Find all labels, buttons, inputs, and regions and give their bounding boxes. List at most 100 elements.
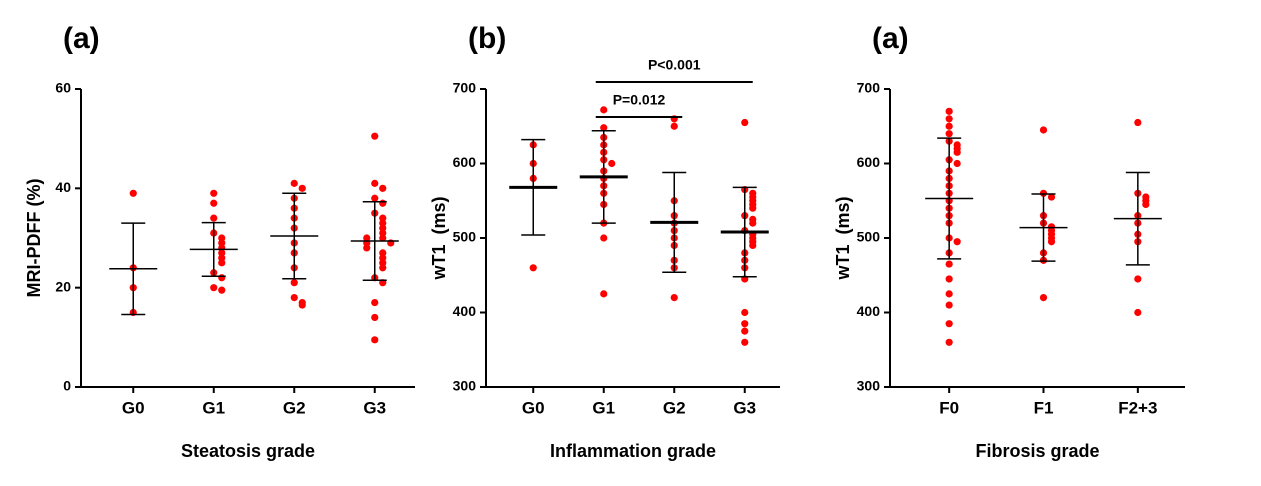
y-tick-label: 400 bbox=[857, 303, 881, 319]
y-tick-label: 60 bbox=[55, 80, 71, 96]
panel-label: (a) bbox=[872, 22, 909, 55]
data-point bbox=[379, 199, 387, 207]
x-tick-label: F1 bbox=[1034, 398, 1054, 417]
data-point bbox=[945, 338, 953, 346]
data-point bbox=[371, 132, 379, 140]
data-point bbox=[945, 301, 953, 309]
panel-label: (a) bbox=[63, 22, 100, 55]
data-point bbox=[363, 234, 371, 242]
x-tick-label: G3 bbox=[363, 398, 386, 417]
data-point bbox=[218, 234, 226, 242]
data-point bbox=[379, 214, 387, 222]
data-point bbox=[371, 179, 379, 187]
data-point bbox=[953, 238, 961, 246]
data-point bbox=[741, 327, 749, 335]
y-tick-label: 300 bbox=[857, 378, 881, 394]
data-point bbox=[945, 115, 953, 123]
data-point bbox=[218, 254, 226, 262]
y-axis-label: wT1 (ms) bbox=[833, 196, 853, 280]
data-point bbox=[1134, 118, 1142, 127]
data-point bbox=[1142, 200, 1150, 209]
data-point bbox=[379, 224, 387, 232]
data-point bbox=[379, 259, 387, 267]
data-point bbox=[1134, 308, 1142, 317]
data-point bbox=[379, 249, 387, 257]
data-point bbox=[379, 234, 387, 242]
y-tick-label: 500 bbox=[857, 229, 881, 245]
data-point bbox=[953, 159, 961, 168]
y-tick-label: 40 bbox=[55, 179, 71, 195]
data-point bbox=[741, 118, 749, 127]
x-tick-label: F0 bbox=[939, 398, 959, 417]
data-point bbox=[600, 290, 608, 298]
data-point bbox=[1039, 126, 1048, 134]
data-point bbox=[371, 313, 379, 322]
data-point bbox=[210, 199, 218, 207]
y-axis-label: wT1 (ms) bbox=[429, 196, 449, 280]
data-point bbox=[529, 264, 537, 272]
data-point bbox=[379, 229, 387, 237]
data-point bbox=[749, 204, 757, 212]
data-point bbox=[218, 259, 226, 267]
data-point bbox=[749, 241, 757, 250]
y-tick-label: 20 bbox=[55, 278, 71, 294]
data-point bbox=[218, 286, 226, 294]
data-point bbox=[670, 122, 678, 130]
y-tick-label: 400 bbox=[453, 303, 477, 319]
data-point bbox=[600, 234, 608, 242]
data-point bbox=[290, 179, 298, 187]
x-axis-label: Fibrosis grade bbox=[975, 441, 1099, 461]
data-point bbox=[945, 275, 953, 283]
x-axis-label: Inflammation grade bbox=[550, 441, 716, 461]
data-point bbox=[749, 219, 757, 227]
data-point bbox=[945, 122, 953, 130]
data-point bbox=[298, 301, 306, 309]
data-point bbox=[953, 148, 961, 156]
data-point bbox=[379, 184, 387, 192]
significance-label: P<0.001 bbox=[648, 57, 701, 73]
x-tick-label: G1 bbox=[202, 398, 225, 417]
y-tick-label: 300 bbox=[453, 378, 477, 394]
data-point bbox=[741, 308, 749, 317]
x-tick-label: G0 bbox=[522, 398, 545, 417]
data-point bbox=[945, 320, 953, 328]
data-point bbox=[218, 239, 226, 247]
y-tick-label: 700 bbox=[857, 80, 881, 96]
data-point bbox=[945, 130, 953, 138]
data-point bbox=[945, 290, 953, 298]
data-point bbox=[1134, 275, 1142, 283]
data-point bbox=[210, 214, 218, 222]
data-point bbox=[741, 338, 749, 346]
data-point bbox=[298, 184, 306, 192]
data-point bbox=[741, 320, 749, 328]
data-point bbox=[600, 124, 608, 132]
y-axis-label: MRI-PDFF (%) bbox=[24, 179, 44, 298]
x-axis-label: Steatosis grade bbox=[181, 441, 315, 461]
data-point bbox=[670, 294, 678, 302]
data-point bbox=[371, 194, 379, 202]
data-point bbox=[1047, 193, 1056, 201]
data-point bbox=[210, 189, 218, 197]
data-point bbox=[210, 284, 218, 292]
x-tick-label: G1 bbox=[592, 398, 615, 417]
data-point bbox=[290, 279, 298, 287]
data-point bbox=[1047, 238, 1056, 246]
x-tick-label: F2+3 bbox=[1118, 398, 1157, 417]
x-tick-label: G2 bbox=[663, 398, 686, 417]
data-point bbox=[129, 189, 137, 197]
data-point bbox=[1039, 294, 1048, 302]
x-tick-label: G3 bbox=[733, 398, 756, 417]
y-tick-label: 500 bbox=[453, 229, 477, 245]
data-point bbox=[218, 274, 226, 282]
panel-label: (b) bbox=[468, 22, 506, 55]
x-tick-label: G2 bbox=[283, 398, 306, 417]
y-tick-label: 700 bbox=[453, 80, 477, 96]
data-point bbox=[371, 336, 379, 344]
y-tick-label: 600 bbox=[857, 154, 881, 170]
data-point bbox=[945, 260, 953, 268]
x-tick-label: G0 bbox=[122, 398, 145, 417]
data-point bbox=[600, 106, 608, 114]
y-tick-label: 0 bbox=[63, 378, 71, 394]
data-point bbox=[379, 254, 387, 262]
